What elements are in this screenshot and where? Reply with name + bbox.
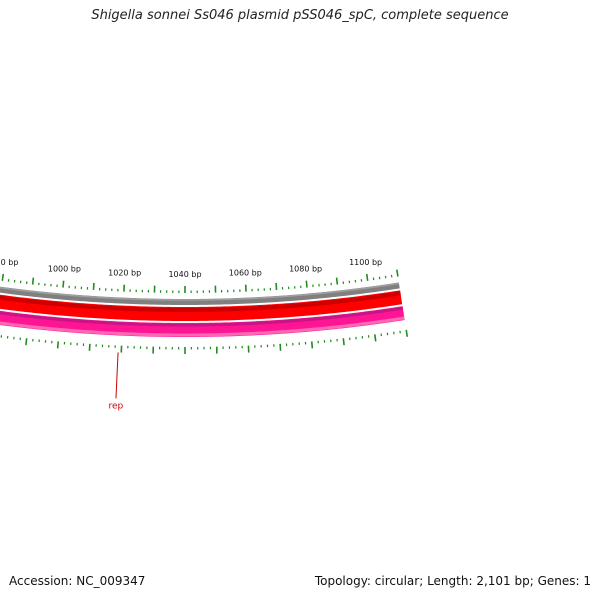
inner-tick-ring [0, 329, 409, 354]
cds-track [0, 290, 403, 321]
major-tick [335, 277, 339, 285]
backbone-highlight [0, 282, 400, 301]
scale-label: 1040 bp [168, 270, 201, 279]
major-tick [25, 338, 28, 346]
major-tick [62, 280, 65, 288]
major-tick [374, 334, 377, 342]
gene-track-light [0, 316, 405, 337]
map-summary-text: Topology: circular; Length: 2,101 bp; Ge… [314, 574, 591, 588]
major-tick [405, 329, 409, 337]
major-tick [56, 341, 60, 349]
gene-labels: rep [109, 352, 124, 411]
gene-label-line [115, 352, 119, 399]
scale-label: 1100 bp [349, 258, 382, 267]
major-tick [342, 338, 345, 346]
feature-tracks [0, 282, 405, 337]
outer-tick-ring [1, 269, 399, 293]
map-title: Shigella sonnei Ss046 plasmid pSS046_spC… [91, 8, 509, 23]
gene-label-rep: rep [109, 401, 124, 411]
scale-label: 1000 bp [48, 265, 81, 274]
major-tick [365, 273, 369, 281]
backbone-track [0, 282, 400, 305]
major-tick [310, 341, 314, 349]
major-tick [305, 280, 308, 288]
gene-track-shade [0, 306, 404, 327]
major-tick [396, 269, 399, 277]
major-tick [31, 277, 35, 285]
cds-track-shade [0, 291, 401, 312]
scale-label: 980 bp [0, 258, 18, 267]
scale-label: 1060 bp [229, 269, 262, 278]
scale-label: 1080 bp [289, 265, 322, 274]
accession-text: Accession: NC_009347 [9, 574, 146, 588]
scale-label: 1020 bp [108, 269, 141, 278]
gene-track [0, 306, 405, 337]
major-tick [1, 273, 5, 281]
